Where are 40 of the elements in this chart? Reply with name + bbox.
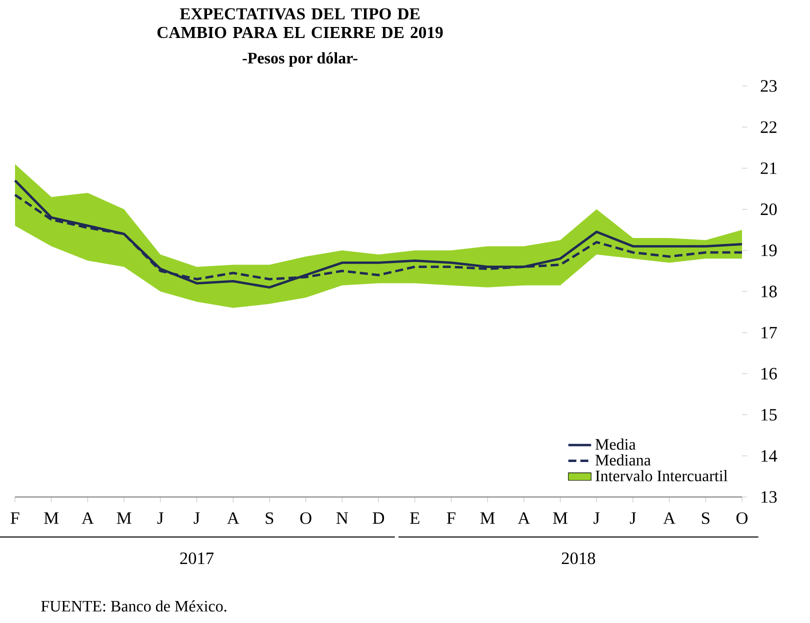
x-tick-label: M [44,512,59,524]
x-tick-label: J [194,512,200,524]
legend-label: Mediana [595,454,651,466]
source-note: FUENTE: Banco de México. [41,600,226,612]
x-tick-label: A [518,512,530,524]
x-tick-label: S [266,512,274,524]
x-tick-label: S [702,512,710,524]
y-tick-label: 15 [762,408,777,421]
legend-label: Intervalo Intercuartil [596,470,728,482]
x-tick-label: J [594,512,600,524]
legend-label: Media [595,438,636,450]
y-tick-label: 14 [762,450,778,462]
x-tick-label: F [10,512,20,524]
x-tick-label: A [82,512,94,524]
x-tick-label: J [157,512,164,524]
x-tick-label: N [336,512,348,524]
x-tick-label: A [227,512,240,524]
y-tick-label: 13 [762,491,777,503]
x-tick-label: O [300,512,312,524]
x-tick-label: O [736,512,748,524]
x-tick-label: M [116,512,132,524]
chart-subtitle: -Pesos por dólar- [242,52,358,67]
y-tick-label: 18 [762,286,777,298]
x-tick-label: A [663,512,676,524]
x-tick-label: J [630,512,636,524]
y-tick-label: 22 [760,121,776,133]
y-tick-label: 19 [762,244,777,256]
text: 2017 [180,552,214,564]
y-tick-label: 17 [762,326,777,338]
text: 2018 [562,552,596,564]
y-tick-label: 23 [760,80,777,92]
x-tick-label: D [372,512,384,524]
chart-title: EXPECTATIVAS DEL TIPO DE CAMBIO PARA EL CIERRE DE 2019 [157,8,443,38]
x-tick-label: E [410,512,420,524]
y-tick-label: 20 [760,203,777,216]
x-tick-label: M [480,512,495,524]
y-tick-label: 21 [760,162,776,174]
y-tick-label: 16 [762,368,777,380]
x-tick-label: M [553,512,568,524]
x-tick-label: F [446,512,456,524]
